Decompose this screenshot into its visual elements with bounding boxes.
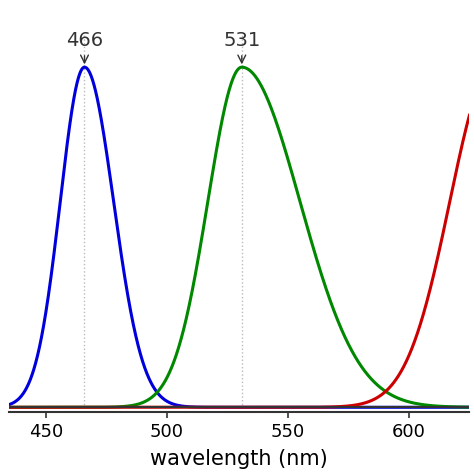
Text: 531: 531 [223,31,260,63]
X-axis label: wavelength (nm): wavelength (nm) [150,449,328,469]
Text: 466: 466 [66,31,103,63]
